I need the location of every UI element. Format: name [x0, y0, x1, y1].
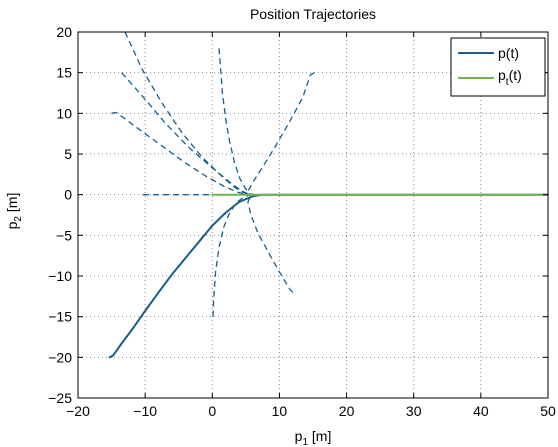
- dashed-trajectory-line: [218, 48, 256, 196]
- legend-label-target-sub: t: [506, 77, 509, 88]
- y-tick-label: 10: [56, 105, 72, 121]
- plot-frame: [77, 31, 549, 399]
- x-tick-label: 30: [406, 403, 422, 419]
- x-tick-label: −10: [133, 403, 157, 419]
- y-tick-label: 15: [56, 65, 72, 81]
- dashed-trajectory-line: [121, 72, 256, 196]
- x-axis-title-base: p: [295, 428, 303, 444]
- x-axis-title-sub: 1: [302, 437, 308, 447]
- y-tick-label: −10: [48, 268, 72, 284]
- legend-label-trajectory: p(t): [498, 45, 519, 61]
- y-axis-title-unit: [m]: [4, 193, 20, 216]
- y-tick-label: −15: [48, 309, 72, 325]
- legend-label-trajectory-base: p(t): [498, 45, 519, 61]
- x-axis-title-unit: [m]: [308, 428, 331, 444]
- y-tick-label: −25: [48, 390, 72, 406]
- series-layer: [108, 193, 549, 359]
- y-tick-label: −5: [56, 227, 72, 243]
- legend-box: [450, 37, 546, 97]
- y-tick-label: 0: [64, 187, 72, 203]
- chart-title: Position Trajectories: [250, 6, 376, 22]
- legend-label-target-base: p: [498, 67, 506, 83]
- y-axis-title: p2 [m]: [4, 193, 24, 230]
- x-tick-label: 50: [540, 403, 556, 419]
- x-tick-label: 20: [339, 403, 355, 419]
- x-tick-label: 40: [473, 403, 489, 419]
- legend-label-target: pt(t): [498, 67, 522, 88]
- y-tick-label: 5: [64, 146, 72, 162]
- legend: p(t) pt(t): [450, 37, 546, 97]
- x-axis-title: p1 [m]: [295, 428, 332, 447]
- x-tick-label: 0: [208, 403, 216, 419]
- x-tick-label: −20: [66, 403, 90, 419]
- legend-label-target-tail: (t): [509, 67, 522, 83]
- y-axis-title-base: p: [4, 221, 20, 229]
- axes-frame: [77, 31, 549, 399]
- dashed-trajectory-line: [247, 194, 294, 293]
- y-tick-label: 20: [56, 24, 72, 40]
- dashed-trajectory-line: [111, 111, 255, 196]
- x-tick-label: 10: [272, 403, 288, 419]
- y-tick-label: −20: [48, 349, 72, 365]
- y-axis-title-sub: 2: [13, 216, 24, 222]
